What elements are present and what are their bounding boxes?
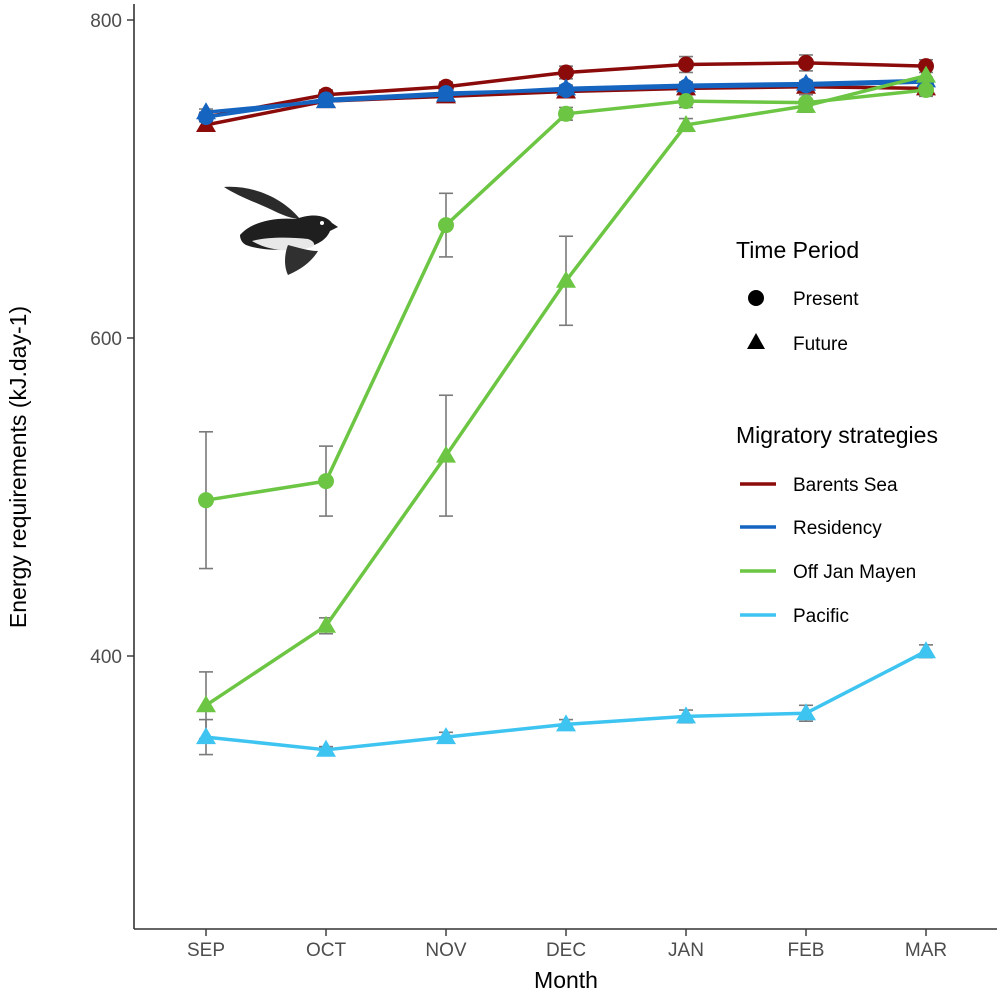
y-tick-label: 800 xyxy=(90,11,122,32)
barents-sea-present-point xyxy=(678,56,694,73)
legend-janmayen-label: Off Jan Mayen xyxy=(793,562,916,583)
off-jan-mayen-future-point xyxy=(556,270,576,288)
x-axis-title: Month xyxy=(534,967,598,993)
x-tick-label: NOV xyxy=(425,940,467,961)
legend-barents-label: Barents Sea xyxy=(793,475,898,496)
pacific-future-point xyxy=(196,727,216,745)
legend-present-circle-icon xyxy=(748,290,764,306)
x-tick-label: SEP xyxy=(187,940,225,961)
x-tick-label: DEC xyxy=(546,940,586,961)
off-jan-mayen-future-point xyxy=(916,65,936,83)
y-tick-label: 400 xyxy=(90,647,122,668)
off-jan-mayen-future-point xyxy=(676,114,696,132)
off-jan-mayen-future-point xyxy=(196,695,216,713)
residency-future-point xyxy=(556,78,576,96)
bird-icon xyxy=(224,186,338,275)
x-tick-label: OCT xyxy=(306,940,347,961)
pacific-future-point xyxy=(316,739,336,757)
y-axis-ticks: 400 600 800 xyxy=(90,11,134,668)
barents-sea-present-point xyxy=(558,64,574,81)
residency-future-point xyxy=(676,75,696,93)
legend-future-label: Future xyxy=(793,334,848,355)
residency-future-point xyxy=(436,84,456,102)
barents-sea-present-point xyxy=(798,54,814,71)
x-axis-ticks: SEP OCT NOV DEC JAN FEB MAR xyxy=(187,929,947,961)
residency-future-point xyxy=(316,91,336,109)
series-markers xyxy=(196,54,936,757)
legend-pacific-label: Pacific xyxy=(793,606,849,627)
off-jan-mayen-future-point xyxy=(796,95,816,113)
legend-time-title: Time Period xyxy=(736,237,859,263)
off-jan-mayen-future-point xyxy=(436,445,456,463)
off-jan-mayen-present-point xyxy=(918,81,934,98)
y-tick-label: 600 xyxy=(90,329,122,350)
pacific-future-point xyxy=(436,727,456,745)
x-tick-label: FEB xyxy=(788,940,825,961)
x-tick-label: MAR xyxy=(905,940,947,961)
error-bars xyxy=(199,54,933,756)
residency-future-point xyxy=(796,73,816,91)
off-jan-mayen-present-point xyxy=(558,105,574,122)
off-jan-mayen-present-point xyxy=(438,217,454,234)
pacific-future-point xyxy=(916,641,936,659)
legend-strategy-title: Migratory strategies xyxy=(736,422,938,448)
pacific-future-point xyxy=(796,703,816,721)
legend-residency-label: Residency xyxy=(793,518,882,539)
off-jan-mayen-present-point xyxy=(678,93,694,110)
y-axis-title: Energy requirements (kJ.day-1) xyxy=(5,306,31,628)
legend-future-triangle-icon xyxy=(747,333,765,349)
pacific-future-line xyxy=(205,649,927,752)
off-jan-mayen-present-point xyxy=(318,473,334,490)
off-jan-mayen-future-point xyxy=(316,615,336,633)
legend: Time Period Present Future Migratory str… xyxy=(736,237,938,627)
pacific-future-point xyxy=(676,706,696,724)
series-lines xyxy=(205,61,927,752)
x-tick-label: JAN xyxy=(668,940,704,961)
legend-present-label: Present xyxy=(793,289,859,310)
pacific-future-point xyxy=(556,714,576,732)
residency-future-point xyxy=(196,102,216,120)
off-jan-mayen-present-point xyxy=(198,492,214,509)
